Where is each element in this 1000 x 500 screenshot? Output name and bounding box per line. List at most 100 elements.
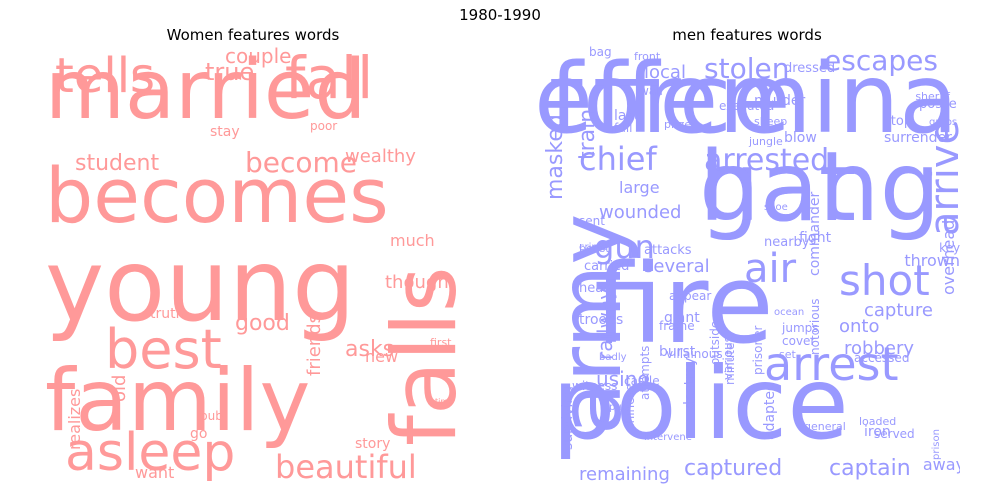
men-word-using: using <box>596 367 650 391</box>
women-word-family: family <box>45 351 310 451</box>
women-word-young: young <box>45 227 356 344</box>
men-word-remaining: remaining <box>579 464 670 485</box>
men-word-various: various <box>721 336 735 380</box>
men-word-carried: carried <box>584 259 629 274</box>
men-word-robbery: robbery <box>844 338 914 359</box>
men-word-full: full <box>614 121 633 135</box>
women-word-stay: stay <box>210 124 240 140</box>
men-word-air: air <box>744 246 797 292</box>
men-word-stolen: stolen <box>704 52 789 85</box>
men-word-posse: posse <box>919 97 957 112</box>
men-word-several: several <box>644 256 710 277</box>
women-word-truth: truth <box>150 306 184 322</box>
men-word-intervene: intervene <box>644 432 692 443</box>
men-word-adapted: adapted <box>762 382 778 440</box>
men-word-wall: wall <box>639 84 663 98</box>
men-word-capture: capture <box>864 300 933 321</box>
women-word-wealthy: wealthy <box>345 146 416 167</box>
men-word-attacks: attacks <box>644 243 692 258</box>
men-word-outside: outside <box>708 321 722 365</box>
women-word-friends: friends <box>304 314 325 376</box>
men-word-prison: prison <box>931 429 942 460</box>
women-word-student: student <box>75 151 159 176</box>
women-word-much: much <box>390 231 435 250</box>
women-word-falls: falls <box>373 266 466 446</box>
women-word-want: want <box>135 463 174 482</box>
men-word-set: set <box>779 348 796 361</box>
men-cloud-title: men features words <box>672 26 822 44</box>
women-word-good: good <box>235 311 290 336</box>
women-word-true: true <box>205 58 254 86</box>
men-word-prize: prize <box>664 118 691 131</box>
men-word-cover: cover <box>782 334 815 348</box>
men-word-jumps: jumps <box>781 321 819 335</box>
men-word-onto: onto <box>839 316 880 337</box>
women-word-new: new <box>365 347 398 366</box>
men-word-surviving: surviving <box>560 386 576 450</box>
men-word-grabs: grabs <box>929 117 957 128</box>
men-word-train: train <box>575 109 600 160</box>
women-word-poor: poor <box>310 119 337 133</box>
women-word-asleep: asleep <box>65 423 235 483</box>
men-word-blow: blow <box>784 130 817 146</box>
men-word-large: large <box>619 178 660 197</box>
men-word-wounded: wounded <box>599 202 681 223</box>
figure-title: 1980-1990 <box>459 6 541 24</box>
men-word-witness: witness <box>572 379 617 393</box>
women-word-best: best <box>105 318 222 381</box>
men-word-castle: castle <box>624 374 660 388</box>
men-word-executed: executed <box>719 99 774 113</box>
men-word-gun: gun <box>594 228 655 266</box>
men-word-force: force <box>549 46 791 155</box>
men-word-effeminate: effeminate <box>534 46 960 155</box>
women-word-tells: tells <box>55 48 155 104</box>
men-word-bag: bag <box>589 46 612 59</box>
men-word-away: away <box>923 455 960 474</box>
men-word-railway: railway <box>593 288 617 360</box>
men-word-commander: commander <box>807 192 823 276</box>
women-word-pub: pub <box>200 409 223 423</box>
men-word-arrive: arrive <box>922 120 960 236</box>
women-word-becomes: becomes <box>45 151 389 240</box>
women-word-go: go <box>190 426 207 442</box>
men-word-ocean: ocean <box>774 307 804 318</box>
men-word-murder: murder <box>754 93 806 109</box>
men-word-sheep: sheep <box>754 115 787 128</box>
women-word-asks: asks <box>345 337 394 362</box>
men-word-army: army <box>541 214 641 435</box>
men-word-giant: giant <box>664 310 700 326</box>
men-word-arrest: arrest <box>764 337 899 391</box>
men-word-appear: appear <box>669 289 711 303</box>
men-word-prisoner: prisoner <box>751 326 765 375</box>
women-word-beautiful: beautiful <box>275 448 417 486</box>
men-word-minute: minute <box>723 343 737 385</box>
men-word-pub: pub <box>609 402 628 413</box>
men-word-badly: badly <box>599 352 627 363</box>
men-word-thrown: thrown <box>904 251 960 270</box>
men-word-stop: stop <box>884 114 912 129</box>
women-word-couple: couple <box>225 46 291 68</box>
men-word-troops: troops <box>579 312 623 328</box>
men-word-general: general <box>804 420 846 433</box>
men-word-head: head <box>579 281 611 296</box>
men-word-crime: crime <box>579 242 607 253</box>
men-word-nearby: nearby <box>764 235 810 250</box>
men-word-local: local <box>644 62 686 83</box>
men-word-arrested: arrested <box>704 143 829 178</box>
men-word-captured: captured <box>684 456 782 481</box>
men-word-fight: fight <box>799 230 832 246</box>
men-word-shot: shot <box>839 256 930 305</box>
women-word-fall: fall <box>285 46 373 112</box>
men-word-notorious: notorious <box>808 299 822 355</box>
men-word-masked: masked <box>543 114 568 200</box>
women-word-first: first <box>430 336 452 349</box>
men-word-accessed: accessed <box>854 351 909 365</box>
men-word-chinese: chinese <box>623 384 637 430</box>
men-word-loaded: loaded <box>859 415 896 428</box>
men-word-dressed: dressed <box>784 61 835 76</box>
men-word-last: last <box>614 108 640 124</box>
men-word-captain: captain <box>829 456 911 481</box>
men-word-attempts: attempts <box>638 346 652 400</box>
